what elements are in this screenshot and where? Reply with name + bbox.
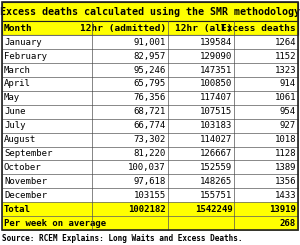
Text: 126667: 126667 [200,149,233,158]
Bar [2,119,298,133]
Bar [2,216,298,230]
Text: December: December [4,191,47,200]
Text: March: March [4,66,31,74]
Text: 12hr (admitted): 12hr (admitted) [80,24,166,33]
Text: 73,302: 73,302 [134,135,166,144]
Text: 139584: 139584 [200,38,233,47]
Text: 100850: 100850 [200,79,233,88]
Text: 1002182: 1002182 [128,205,166,214]
Text: 1356: 1356 [274,177,296,186]
Text: August: August [4,135,36,144]
Text: 100,037: 100,037 [128,163,166,172]
Text: 152559: 152559 [200,163,233,172]
Text: Total: Total [4,205,31,214]
Bar [2,174,298,188]
Text: 76,356: 76,356 [134,93,166,102]
Text: 68,721: 68,721 [134,107,166,116]
Text: 65,795: 65,795 [134,79,166,88]
Text: February: February [4,52,47,61]
Text: July: July [4,121,26,130]
Text: 103155: 103155 [134,191,166,200]
Bar [2,91,298,105]
Bar [2,160,298,174]
Text: 1389: 1389 [274,163,296,172]
Bar [2,2,298,21]
Text: 114027: 114027 [200,135,233,144]
Text: Source: RCEM Explains: Long Waits and Excess Deaths.: Source: RCEM Explains: Long Waits and Ex… [2,234,242,243]
Text: Per week on average: Per week on average [4,219,106,228]
Text: Month: Month [4,24,33,33]
Text: 268: 268 [280,219,296,228]
Bar [2,49,298,63]
Text: 954: 954 [280,107,296,116]
Text: 97,618: 97,618 [134,177,166,186]
Text: 1128: 1128 [274,149,296,158]
Text: 1061: 1061 [274,93,296,102]
Bar [2,63,298,77]
Bar [2,133,298,147]
Text: 1264: 1264 [274,38,296,47]
Text: 129090: 129090 [200,52,233,61]
Text: 1542249: 1542249 [195,205,232,214]
Bar [2,105,298,119]
Bar [2,35,298,49]
Text: 66,774: 66,774 [134,121,166,130]
Text: October: October [4,163,42,172]
Text: Excess deaths calculated using the SMR methodology: Excess deaths calculated using the SMR m… [0,7,300,17]
Text: 82,957: 82,957 [134,52,166,61]
Text: 117407: 117407 [200,93,233,102]
Text: 914: 914 [280,79,296,88]
Bar [2,202,298,216]
Bar [2,77,298,91]
Text: 155751: 155751 [200,191,233,200]
Text: 81,220: 81,220 [134,149,166,158]
Text: 1152: 1152 [274,52,296,61]
Text: 927: 927 [280,121,296,130]
Text: 103183: 103183 [200,121,233,130]
Text: April: April [4,79,31,88]
Text: Excess deaths: Excess deaths [221,24,296,33]
Text: 95,246: 95,246 [134,66,166,74]
Bar [2,147,298,160]
Bar [2,188,298,202]
Text: 148265: 148265 [200,177,233,186]
Text: 1433: 1433 [274,191,296,200]
Text: 12hr (all): 12hr (all) [175,24,232,33]
Text: 13919: 13919 [269,205,296,214]
Text: 91,001: 91,001 [134,38,166,47]
Text: November: November [4,177,47,186]
Bar [2,21,298,35]
Text: 107515: 107515 [200,107,233,116]
Text: September: September [4,149,52,158]
Text: 1323: 1323 [274,66,296,74]
Text: 1018: 1018 [274,135,296,144]
Text: June: June [4,107,26,116]
Text: May: May [4,93,20,102]
Text: 147351: 147351 [200,66,233,74]
Text: January: January [4,38,42,47]
